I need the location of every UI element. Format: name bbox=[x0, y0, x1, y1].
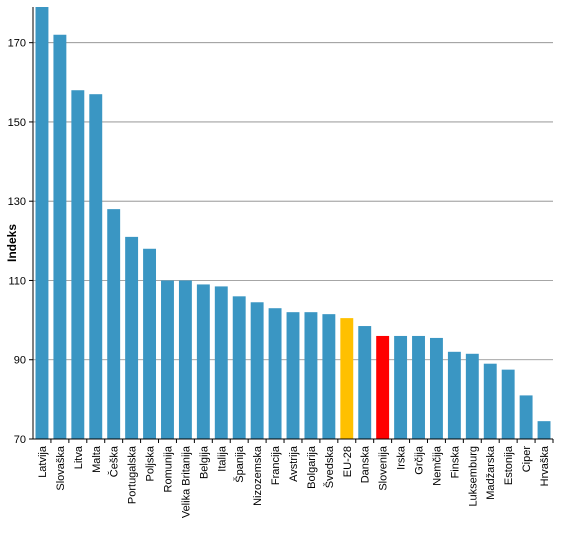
x-tick-label: Bolgarija bbox=[306, 445, 318, 489]
bar-avstrija bbox=[286, 312, 300, 439]
x-tick-label: Hrvaška bbox=[539, 445, 551, 486]
bar-portugalska bbox=[125, 236, 139, 439]
x-tick-label: Portugalska bbox=[127, 445, 139, 504]
bar-belgija bbox=[196, 284, 210, 439]
bar-nemčija bbox=[429, 337, 443, 439]
x-tick-label: Francija bbox=[270, 445, 282, 485]
bar-bolgarija bbox=[304, 312, 318, 439]
y-axis-label: Indeks bbox=[5, 224, 19, 262]
bar-luksemburg bbox=[465, 353, 479, 439]
bar-finska bbox=[447, 351, 461, 439]
x-tick-label: Nemčija bbox=[431, 445, 443, 486]
x-tick-label: Češka bbox=[108, 445, 121, 477]
y-tick-label: 110 bbox=[8, 275, 26, 287]
bar-romunija bbox=[161, 280, 174, 439]
x-tick-label: Estonija bbox=[503, 445, 515, 485]
bar-francija bbox=[268, 308, 282, 439]
y-tick-label: 170 bbox=[8, 38, 26, 50]
bar-velika-britanija bbox=[178, 280, 192, 439]
bar-latvija bbox=[35, 7, 49, 439]
bar-slovaška bbox=[53, 34, 67, 440]
bar-grčija bbox=[412, 335, 425, 439]
x-tick-labels: Latvija Slovaška Litva Malta Češka Portugalsk… bbox=[37, 439, 554, 518]
bar-španija bbox=[232, 296, 246, 439]
x-tick-label: Romunija bbox=[162, 445, 174, 492]
x-tick-label: Slovaška bbox=[55, 445, 67, 491]
x-tick-label: Grčija bbox=[414, 445, 426, 475]
x-tick-label: Poljska bbox=[145, 445, 157, 481]
x-tick-label: Danska bbox=[360, 445, 372, 483]
bar-madžarska bbox=[483, 363, 497, 439]
x-tick-label: Nizozemska bbox=[252, 445, 264, 506]
x-tick-label: Luksemburg bbox=[467, 446, 479, 507]
bar-nizozemska bbox=[250, 302, 264, 439]
x-tick-label: Irska bbox=[396, 445, 408, 470]
x-tick-label: Švedska bbox=[323, 445, 336, 488]
x-tick-label: Slovenija bbox=[378, 445, 390, 491]
y-tick-labels: 70 90 110 130 150 170 bbox=[8, 38, 26, 446]
y-tick-label: 70 bbox=[14, 434, 26, 446]
x-tick-label: Avstrija bbox=[288, 445, 300, 482]
bar-litva bbox=[71, 90, 85, 439]
bar-irska bbox=[394, 335, 408, 439]
bars bbox=[35, 7, 551, 440]
bar-slovenija bbox=[376, 335, 390, 439]
bar-malta bbox=[89, 94, 103, 439]
x-tick-label: Italija bbox=[216, 445, 228, 472]
x-tick-label: Latvija bbox=[37, 445, 49, 478]
bar-italija bbox=[214, 286, 228, 439]
x-tick-label: Velika Britanija bbox=[180, 445, 192, 518]
x-tick-label: Finska bbox=[449, 445, 461, 478]
bar-eu-28 bbox=[340, 318, 354, 439]
bar-danska bbox=[358, 326, 372, 439]
x-tick-label: Madžarska bbox=[485, 445, 497, 500]
axes bbox=[32, 7, 553, 440]
bar-češka bbox=[107, 209, 121, 439]
bar-ciper bbox=[519, 395, 533, 439]
bar-estonija bbox=[501, 369, 515, 439]
x-tick-label: Španija bbox=[233, 445, 246, 483]
y-tick-label: 130 bbox=[8, 196, 26, 208]
bar-hrvaška bbox=[537, 421, 551, 439]
x-tick-label: EU-28 bbox=[342, 446, 354, 477]
y-tick-label: 90 bbox=[14, 355, 26, 367]
bar-švedska bbox=[322, 314, 336, 439]
x-tick-label: Ciper bbox=[521, 446, 533, 473]
bar-poljska bbox=[143, 248, 157, 439]
y-tick-label: 150 bbox=[8, 117, 26, 129]
x-tick-label: Malta bbox=[91, 445, 103, 473]
x-tick-label: Litva bbox=[73, 445, 85, 469]
x-tick-label: Belgija bbox=[198, 445, 210, 479]
